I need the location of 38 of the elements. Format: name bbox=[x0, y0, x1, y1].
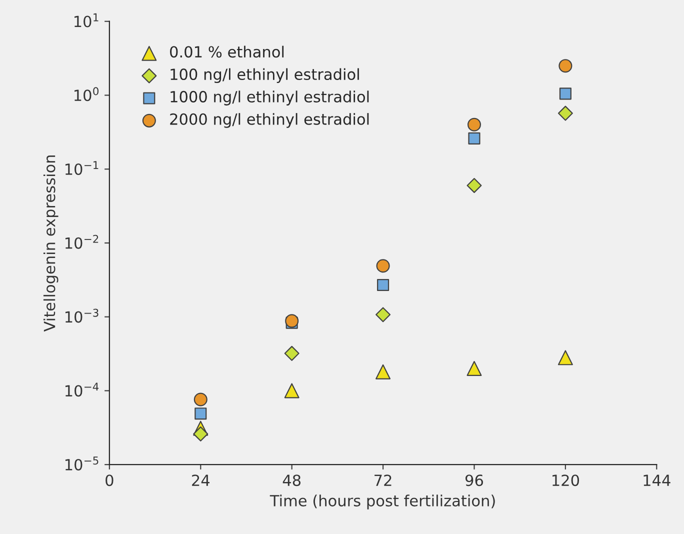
point bbox=[376, 307, 391, 322]
y-tick-label: 10$^{0}$ bbox=[74, 87, 99, 102]
point bbox=[466, 178, 482, 193]
y-tick-label: 10$^{−3}$ bbox=[65, 308, 98, 323]
point bbox=[285, 314, 299, 328]
point bbox=[376, 364, 391, 380]
point bbox=[193, 426, 208, 442]
legend-label: 1000 ng/l ethinyl estradiol bbox=[170, 90, 369, 106]
x-axis-title: Time (hours post fertilization) bbox=[270, 494, 495, 510]
x-tick-label: 24 bbox=[192, 474, 210, 486]
point bbox=[468, 132, 480, 144]
x-tick-label: 144 bbox=[644, 474, 670, 486]
point bbox=[467, 118, 482, 132]
point bbox=[558, 106, 573, 121]
point bbox=[559, 88, 572, 100]
point bbox=[377, 278, 390, 291]
y-tick-label: 10$^{−2}$ bbox=[65, 234, 98, 249]
y-axis-title: Vitellogenin expression bbox=[43, 155, 58, 332]
point bbox=[284, 383, 300, 398]
x-tick-label: 72 bbox=[374, 474, 392, 486]
point bbox=[466, 360, 482, 376]
x-tick-label: 0 bbox=[106, 474, 114, 486]
legend-label: 0.01 % ethanol bbox=[170, 46, 284, 58]
x-tick-label: 48 bbox=[282, 474, 301, 486]
point bbox=[558, 59, 572, 73]
point bbox=[284, 346, 300, 361]
point bbox=[194, 392, 208, 406]
y-tick-label: 10$^{−5}$ bbox=[65, 456, 98, 470]
x-tick-label: 96 bbox=[465, 474, 483, 486]
y-tick-label: 10$^{1}$ bbox=[74, 13, 98, 28]
y-tick-label: 10$^{−4}$ bbox=[65, 382, 99, 397]
point bbox=[558, 350, 573, 366]
y-tick-label: 10$^{−1}$ bbox=[65, 161, 98, 176]
point bbox=[376, 259, 390, 273]
x-tick-label: 120 bbox=[552, 474, 580, 486]
point bbox=[194, 408, 207, 420]
legend-label: 2000 ng/l ethinyl estradiol bbox=[170, 113, 369, 128]
legend-label: 100 ng/l ethinyl estradiol bbox=[170, 68, 359, 84]
